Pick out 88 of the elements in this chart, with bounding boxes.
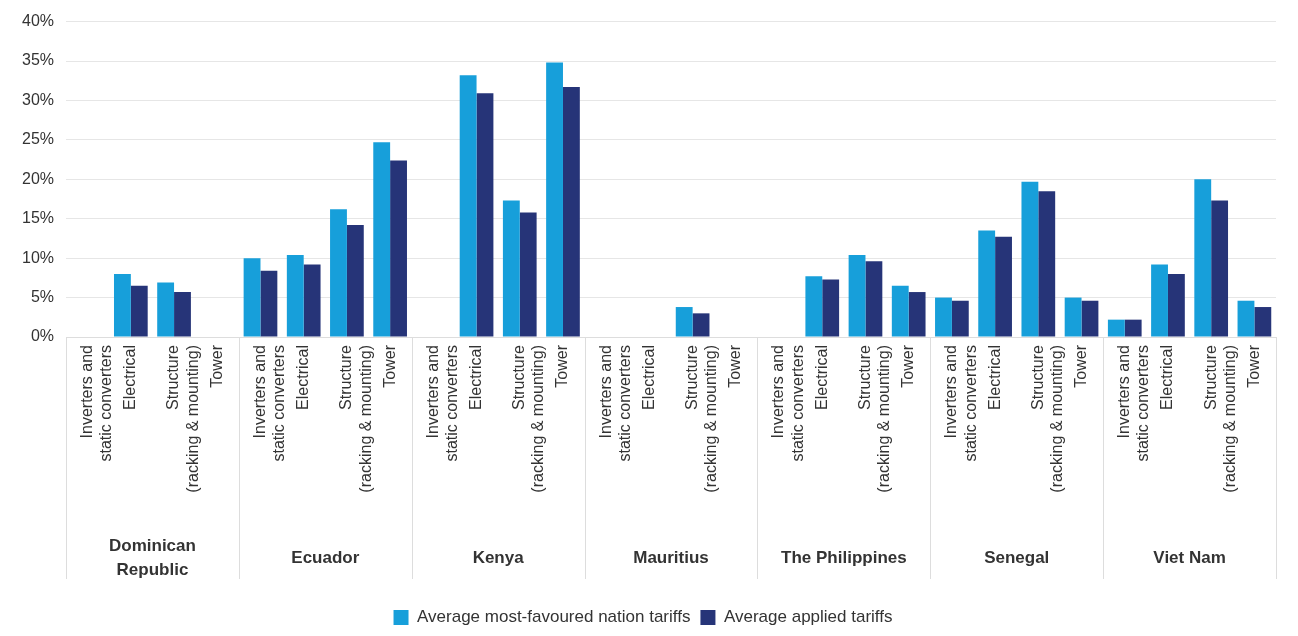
bar	[1151, 264, 1168, 337]
bar	[174, 292, 191, 337]
bar	[1038, 191, 1056, 337]
bar	[935, 297, 952, 337]
y-tick-label: 20%	[21, 169, 55, 187]
bar	[1254, 307, 1272, 337]
x-tick-label: Electrical	[812, 345, 830, 410]
y-tick-label: 25%	[21, 130, 55, 148]
x-tick-label: Electrical	[294, 345, 312, 410]
bar	[1211, 200, 1229, 337]
bar	[519, 212, 537, 337]
x-tick-label: Electrical	[639, 345, 657, 410]
y-tick-label: 35%	[21, 51, 55, 69]
x-tick-label: Structure (racking & mounting)	[855, 344, 893, 493]
text: The Philippines	[781, 547, 907, 567]
text: Kenya	[472, 547, 525, 567]
bar	[805, 276, 823, 337]
x-tick-label: Electrical	[121, 345, 139, 410]
x-tick-label: Tower	[553, 344, 571, 388]
y-tick-label: 15%	[21, 209, 55, 227]
text: Dominican Republic	[109, 535, 196, 579]
x-tick-label: Structure (racking & mounting)	[510, 344, 547, 493]
x-tick-label: Structure (racking & mounting)	[337, 344, 374, 493]
bar	[891, 285, 909, 337]
x-tick-label: Inverters and static converters	[596, 345, 633, 462]
bar	[113, 273, 131, 337]
x-tick-label: Inverters and static converters	[1115, 345, 1152, 462]
x-tick-label: Tower	[726, 344, 744, 388]
bar	[978, 230, 996, 337]
bar	[822, 279, 840, 337]
bar	[303, 264, 321, 337]
bar	[1124, 319, 1142, 337]
bar	[692, 313, 710, 337]
x-tick-label: Structure (racking & mounting)	[683, 344, 720, 493]
x-tick-label: Electrical	[466, 345, 484, 410]
x-tick-label: Tower	[1071, 344, 1089, 388]
bar	[157, 282, 175, 337]
legend-label: Average most-favoured nation tariffs	[417, 607, 691, 627]
bar	[373, 142, 391, 337]
x-tick-label: Structure (racking & mounting)	[1201, 344, 1238, 493]
x-tick-label: Structure (racking & mounting)	[164, 344, 201, 493]
x-tick-label: Tower	[899, 344, 917, 388]
legend-label: Average applied tariffs	[723, 607, 893, 627]
text: Ecuador	[291, 547, 360, 567]
bar	[502, 200, 520, 337]
text: Mauritius	[633, 547, 709, 567]
bar	[951, 300, 969, 337]
bar	[865, 261, 883, 337]
y-tick-label: 10%	[21, 248, 55, 266]
x-tick-label: Inverters and static converters	[423, 345, 460, 462]
bar	[1194, 179, 1212, 337]
y-tick-label: 30%	[21, 90, 55, 108]
x-tick-label: Inverters and static converters	[942, 345, 979, 462]
bar	[1167, 273, 1185, 337]
bar	[476, 93, 494, 337]
bar	[908, 292, 926, 337]
x-tick-label: Electrical	[1158, 345, 1176, 410]
bar	[995, 236, 1012, 337]
bar	[848, 255, 866, 337]
bar	[1081, 300, 1099, 337]
bar	[1064, 297, 1082, 337]
bar	[1237, 300, 1255, 337]
x-tick-label: Inverters and static converters	[769, 345, 806, 462]
bar	[286, 255, 304, 337]
text: Viet Nam	[1153, 547, 1226, 567]
x-tick-label: Tower	[207, 344, 225, 388]
bar	[546, 62, 563, 337]
y-tick-label: 5%	[30, 287, 55, 305]
bar	[675, 307, 693, 337]
bar	[330, 209, 347, 337]
x-tick-label: Electrical	[985, 345, 1003, 410]
x-tick-label: Tower	[1244, 344, 1262, 388]
bar	[130, 285, 148, 337]
bar	[390, 160, 407, 337]
bar	[562, 87, 580, 337]
x-tick-label: Structure (racking & mounting)	[1028, 344, 1065, 493]
bar	[459, 75, 477, 337]
y-tick-label: 40%	[21, 12, 55, 30]
text: Senegal	[984, 547, 1050, 567]
y-tick-label: 0%	[30, 327, 55, 345]
x-tick-label: Inverters and static converters	[250, 345, 288, 462]
bar	[346, 225, 364, 337]
bar	[243, 258, 261, 337]
x-tick-label: Inverters and static converters	[78, 345, 115, 462]
bar	[1107, 319, 1125, 337]
x-tick-label: Tower	[380, 344, 398, 388]
bar	[260, 270, 278, 337]
bar	[1021, 181, 1039, 337]
